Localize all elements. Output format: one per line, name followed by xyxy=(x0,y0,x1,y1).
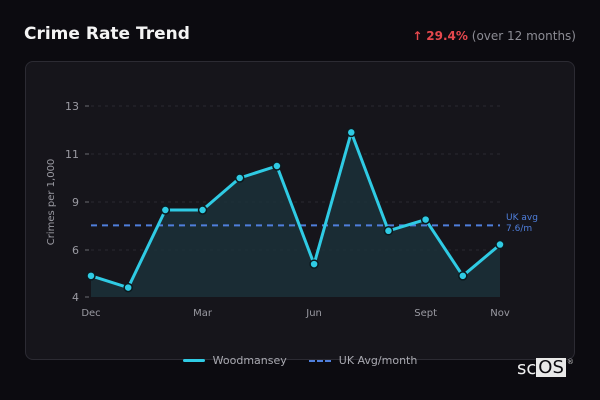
legend-item-uk-avg[interactable]: UK Avg/month xyxy=(308,354,418,367)
solid-line-swatch-icon xyxy=(182,359,205,362)
dashed-line-swatch-icon xyxy=(308,359,331,362)
uk-avg-annotation-line1: UK avg xyxy=(506,213,538,223)
page-title: Crime Rate Trend xyxy=(24,24,190,44)
svg-text:4: 4 xyxy=(72,291,79,304)
logo-text: sc xyxy=(517,358,537,379)
change-context: (over 12 months) xyxy=(471,29,576,43)
legend-item-woodmansey[interactable]: Woodmansey xyxy=(182,354,287,367)
chart-card xyxy=(25,61,575,360)
x-axis: Dec Mar Jun Sept Nov xyxy=(81,308,510,319)
series-area xyxy=(91,132,500,297)
svg-text:Nov: Nov xyxy=(490,308,510,319)
up-arrow-icon: ↑ xyxy=(412,29,423,43)
registered-mark-icon: ® xyxy=(566,358,574,366)
svg-text:6: 6 xyxy=(72,244,79,257)
legend-label: Woodmansey xyxy=(212,354,287,367)
svg-text:9: 9 xyxy=(72,196,79,209)
svg-text:Jun: Jun xyxy=(305,308,322,319)
data-points xyxy=(86,127,505,293)
svg-text:Sept: Sept xyxy=(414,308,437,319)
legend-label: UK Avg/month xyxy=(338,354,418,367)
series-line xyxy=(90,130,501,290)
change-value: 29.4% xyxy=(426,29,468,43)
svg-text:Mar: Mar xyxy=(193,308,213,319)
svg-text:Dec: Dec xyxy=(81,308,100,319)
svg-text:11: 11 xyxy=(65,148,79,161)
chart-legend: Woodmansey UK Avg/month xyxy=(0,354,600,367)
logo-boxed-text: OS xyxy=(536,357,566,378)
change-summary: ↑ 29.4% (over 12 months) xyxy=(412,29,576,43)
svg-text:13: 13 xyxy=(65,100,79,113)
scos-logo: sc OS ® xyxy=(517,358,574,379)
y-axis-label: Crimes per 1,000 xyxy=(46,159,57,246)
y-axis: 4 6 9 11 13 xyxy=(65,100,89,304)
uk-avg-annotation-line2: 7.6/m xyxy=(506,224,532,234)
